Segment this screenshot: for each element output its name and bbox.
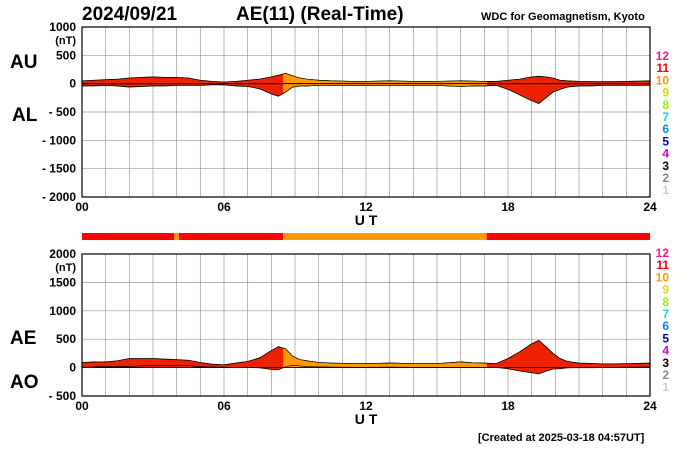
ao-label: AO	[10, 372, 39, 393]
y-tick-label: 0	[69, 77, 76, 91]
page-title: AE(11) (Real-Time)	[236, 4, 404, 25]
station-count-legend-item: 8	[662, 295, 669, 309]
station-count-legend-item: 10	[656, 73, 670, 87]
unit-label: (nT)	[55, 35, 76, 47]
station-count-legend-item: 3	[662, 356, 669, 370]
x-axis-label: U T	[355, 411, 378, 427]
x-tick-label: 24	[643, 399, 657, 413]
unit-label: (nT)	[55, 262, 76, 274]
x-tick-label: 06	[217, 200, 231, 214]
y-tick-label: 1000	[49, 304, 76, 318]
y-tick-label: 0	[69, 361, 76, 375]
station-count-segment	[174, 233, 180, 240]
station-count-legend-item: 4	[662, 147, 669, 161]
station-count-bar	[82, 233, 650, 240]
plot-frame	[81, 253, 651, 397]
y-tick-label: - 2000	[42, 190, 76, 204]
x-tick-label: 18	[501, 399, 515, 413]
station-count-legend-item: 1	[662, 183, 669, 197]
x-axis-label: U T	[355, 212, 378, 228]
chart-panel-0: 1000 500 0 - 500 - 1000 - 1500 - 2000 (nT) 00 06 1…	[42, 20, 669, 228]
x-tick-label: 00	[75, 200, 89, 214]
series-area-overlay	[283, 73, 487, 84]
station-count-segment	[283, 233, 487, 240]
y-tick-label: 2000	[49, 247, 76, 261]
station-count-legend-item: 1	[662, 380, 669, 394]
station-count-segment	[486, 233, 650, 240]
station-count-legend-item: 7	[662, 110, 669, 124]
y-tick-label: - 500	[49, 389, 77, 403]
created-timestamp: [Created at 2025-03-18 04:57UT]	[478, 432, 645, 444]
series-area-overlay	[283, 83, 487, 94]
station-count-legend-item: 8	[662, 98, 669, 112]
station-count-legend-item: 5	[662, 331, 669, 345]
y-tick-label: 1000	[49, 20, 76, 34]
station-count-legend-item: 2	[662, 171, 669, 185]
series-area-overlay	[283, 347, 487, 368]
station-count-legend-item: 9	[662, 283, 669, 297]
y-tick-label: 1500	[49, 275, 76, 289]
station-count-segment	[82, 233, 175, 240]
ae-label: AE	[10, 328, 37, 349]
station-count-legend-item: 9	[662, 86, 669, 100]
station-count-legend-item: 12	[656, 49, 670, 63]
station-count-legend-item: 4	[662, 344, 669, 358]
station-count-segment	[179, 233, 284, 240]
station-count-legend-item: 6	[662, 122, 669, 136]
station-count-legend-item: 12	[656, 246, 670, 260]
y-tick-label: - 1000	[42, 133, 76, 147]
x-tick-label: 12	[359, 200, 373, 214]
station-count-legend-item: 2	[662, 368, 669, 382]
station-count-legend-item: 3	[662, 159, 669, 173]
y-tick-label: 500	[56, 332, 76, 346]
station-count-legend-item: 7	[662, 307, 669, 321]
x-tick-label: 06	[217, 399, 231, 413]
station-count-legend-item: 10	[656, 270, 670, 284]
y-tick-label: - 500	[49, 105, 77, 119]
al-label: AL	[12, 105, 38, 126]
x-tick-label: 12	[359, 399, 373, 413]
x-tick-label: 18	[501, 200, 515, 214]
plot-frame	[81, 26, 651, 198]
station-count-legend-item: 6	[662, 319, 669, 333]
station-count-legend-item: 11	[656, 61, 669, 75]
station-count-legend-item: 11	[656, 258, 669, 272]
x-tick-label: 00	[75, 399, 89, 413]
y-tick-label: - 1500	[42, 162, 76, 176]
institution-label: WDC for Geomagnetism, Kyoto	[481, 11, 645, 23]
station-count-legend-item: 5	[662, 134, 669, 148]
au-label: AU	[10, 52, 38, 73]
date-heading: 2024/09/21	[82, 4, 178, 25]
x-tick-label: 24	[643, 200, 657, 214]
y-tick-label: 500	[56, 48, 76, 62]
